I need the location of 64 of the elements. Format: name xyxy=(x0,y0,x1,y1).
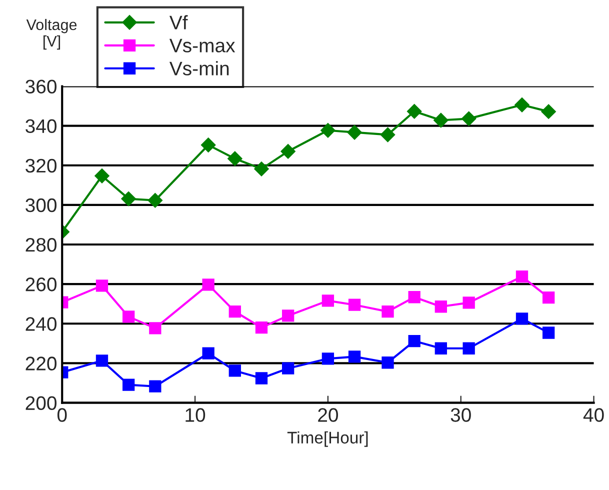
point xyxy=(382,356,394,369)
point xyxy=(542,326,555,339)
y-tick-label: 340 xyxy=(26,119,56,134)
point xyxy=(382,306,394,318)
point xyxy=(255,322,268,334)
point xyxy=(461,111,476,126)
point xyxy=(541,104,556,119)
point xyxy=(228,151,242,166)
x-axis-title: Time[Hour] xyxy=(287,431,368,447)
point xyxy=(122,378,135,391)
point xyxy=(254,162,269,176)
legend-label: Vs-max xyxy=(169,38,236,52)
x-tick-label: 30 xyxy=(450,408,471,422)
x-tick-label: 0 xyxy=(57,408,67,422)
point xyxy=(322,352,334,365)
point xyxy=(202,347,214,360)
point xyxy=(348,350,361,363)
point xyxy=(434,112,448,128)
x-tick-label: 40 xyxy=(583,408,604,422)
x-tick-label: 10 xyxy=(186,408,206,422)
point xyxy=(282,310,294,322)
y-tick-label: 360 xyxy=(26,80,56,94)
point xyxy=(408,334,420,348)
point xyxy=(122,310,135,323)
point xyxy=(348,298,361,311)
y-tick-label: 300 xyxy=(26,198,56,212)
point xyxy=(149,322,162,334)
point xyxy=(94,168,110,184)
point xyxy=(408,291,420,304)
point xyxy=(516,312,528,325)
point xyxy=(514,97,530,112)
point xyxy=(149,380,162,392)
point xyxy=(406,104,422,119)
point xyxy=(282,362,294,374)
y-axis-title: Voltage [V] xyxy=(26,18,77,50)
x-tick-label: 20 xyxy=(318,408,338,422)
legend-label: Vf xyxy=(169,15,188,30)
y-tick-label: 200 xyxy=(26,396,56,410)
point xyxy=(280,144,296,159)
point xyxy=(434,300,447,313)
point xyxy=(255,372,268,384)
y-tick-label: 280 xyxy=(26,238,56,252)
point xyxy=(121,191,136,206)
point xyxy=(542,291,555,304)
point xyxy=(462,342,475,354)
y-tick-label: 320 xyxy=(26,158,56,173)
y-tick-label: 220 xyxy=(26,356,56,370)
point xyxy=(380,127,396,142)
point xyxy=(202,278,214,291)
point xyxy=(320,122,336,138)
point xyxy=(434,342,447,354)
legend-label: Vs-min xyxy=(169,61,229,76)
point xyxy=(516,270,528,283)
point xyxy=(200,138,216,152)
point xyxy=(347,124,362,140)
y-tick-label: 240 xyxy=(26,317,56,331)
y-tick-label: 260 xyxy=(26,278,56,292)
point xyxy=(96,280,108,292)
point xyxy=(96,354,108,367)
point xyxy=(148,192,163,208)
point xyxy=(322,294,334,307)
point xyxy=(462,296,475,309)
point xyxy=(228,306,241,318)
point xyxy=(228,364,241,377)
